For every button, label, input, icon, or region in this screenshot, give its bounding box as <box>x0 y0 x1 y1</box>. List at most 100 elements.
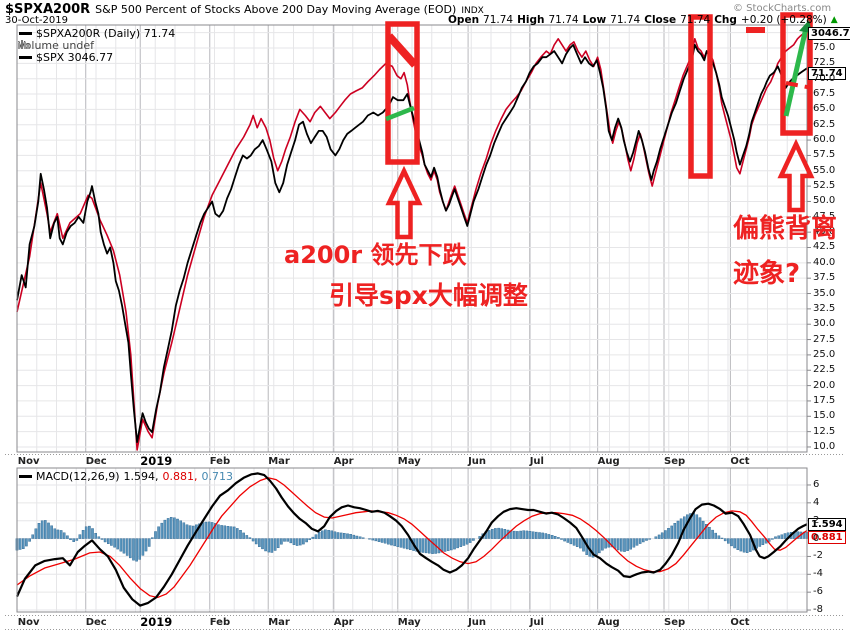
month-label-mar: Mar <box>268 456 290 467</box>
histogram-bar <box>273 538 277 551</box>
histogram-bar <box>110 538 113 546</box>
main-y-tick-label: 10.0 <box>813 440 836 452</box>
histogram-bar <box>182 522 186 539</box>
histogram-bar <box>528 531 532 539</box>
legend-volume[interactable]: Volume undef <box>18 39 94 52</box>
histogram-bar <box>598 538 601 554</box>
histogram-bar <box>144 538 148 552</box>
histogram-bar <box>88 525 91 539</box>
main-y-tick-label: 45.0 <box>813 226 836 238</box>
histogram-bar <box>601 538 604 551</box>
macd-histogram <box>15 512 809 562</box>
annotation-text: 迹象? <box>733 259 801 289</box>
histogram-bar <box>393 538 397 547</box>
histogram-bar <box>22 538 25 549</box>
annotation-up-arrow-icon <box>385 165 423 240</box>
histogram-bar <box>645 538 648 541</box>
histogram-bar <box>59 530 63 539</box>
main-y-tick-label: 60.0 <box>813 134 836 146</box>
histogram-bar <box>368 538 371 540</box>
histogram-bar <box>56 529 60 539</box>
histogram-bar <box>424 538 428 554</box>
histogram-bar <box>626 538 629 551</box>
copyright-label[interactable]: © StockCharts.com <box>733 3 832 14</box>
main-y-tick-label: 35.0 <box>813 287 836 299</box>
month-label-mar: Mar <box>268 617 290 628</box>
legend-spx[interactable]: $SPX 3046.77 <box>19 51 113 64</box>
histogram-bar <box>497 527 500 539</box>
histogram-bar <box>660 532 664 539</box>
histogram-bar <box>91 528 94 539</box>
histogram-bar <box>25 538 28 547</box>
symbol-title[interactable]: $SPXA200R <box>5 2 91 17</box>
histogram-bar <box>336 532 340 539</box>
histogram-bar <box>594 538 598 556</box>
histogram-bar <box>289 538 293 544</box>
histogram-bar <box>720 537 724 539</box>
spx-line-swatch-icon <box>19 56 32 59</box>
histogram-bar <box>97 536 101 539</box>
annotation-green-arrow-line <box>783 27 809 117</box>
month-label-sep: Sep <box>664 617 686 628</box>
histogram-bar <box>371 538 375 541</box>
month-label-sep: Sep <box>664 456 686 467</box>
histogram-bar <box>358 536 362 539</box>
histogram-bar <box>34 528 38 539</box>
histogram-bar <box>204 521 208 539</box>
histogram-bar <box>723 538 727 542</box>
histogram-bar <box>157 526 160 539</box>
histogram-bar <box>698 517 702 539</box>
histogram-bar <box>122 538 126 554</box>
month-label-apr: Apr <box>333 617 354 628</box>
histogram-bar <box>387 538 390 545</box>
main-y-tick-label: 12.5 <box>813 425 836 437</box>
annotation-text: a200r 领先下跌 <box>284 241 467 269</box>
histogram-bar <box>468 538 472 543</box>
main-y-tick-label: 57.5 <box>813 149 836 161</box>
histogram-bar <box>280 538 283 545</box>
histogram-bar <box>245 535 249 539</box>
histogram-bar <box>78 534 82 539</box>
histogram-bar <box>106 538 110 544</box>
histogram-bar <box>547 534 551 539</box>
histogram-bar <box>166 518 170 539</box>
legend-macd[interactable]: MACD(12,26,9) 1.594, 0.881, 0.713 <box>19 470 233 483</box>
month-label-feb: Feb <box>209 456 231 467</box>
macd-y-tick-label: -2 <box>813 550 823 562</box>
histogram-bar <box>714 532 717 539</box>
main-y-tick-label: 65.0 <box>813 103 836 115</box>
histogram-bar <box>239 530 242 539</box>
month-label-aug: Aug <box>597 617 620 628</box>
histogram-bar <box>623 538 626 552</box>
chart-date: 30-Oct-2019 <box>5 15 68 26</box>
month-label-may: May <box>397 617 421 628</box>
histogram-bar <box>185 524 189 539</box>
histogram-bar <box>629 538 632 550</box>
histogram-bar <box>431 538 434 554</box>
histogram-bar <box>544 533 548 539</box>
histogram-bar <box>295 538 299 546</box>
histogram-bar <box>31 534 35 539</box>
histogram-bar <box>440 538 444 553</box>
histogram-bar <box>330 530 334 539</box>
exchange-label: INDX <box>461 6 484 16</box>
histogram-bar <box>235 528 239 539</box>
histogram-bar <box>563 538 566 542</box>
histogram-bar <box>264 538 267 552</box>
histogram-bar <box>591 538 595 558</box>
histogram-bar <box>213 523 217 539</box>
histogram-bar <box>169 517 173 539</box>
histogram-bar <box>749 538 752 552</box>
histogram-bar <box>777 535 780 539</box>
macd-y-tick-label: 2 <box>813 514 820 526</box>
legend-spxa200r[interactable]: $SPXA200R (Daily) 71.74 <box>19 27 175 40</box>
histogram-bar <box>223 525 227 539</box>
histogram-bar <box>437 538 441 554</box>
histogram-bar <box>258 538 261 547</box>
histogram-bar <box>160 522 164 539</box>
histogram-bar <box>138 538 142 560</box>
annotation-green-line <box>385 105 415 122</box>
histogram-bar <box>450 538 453 551</box>
histogram-bar <box>270 538 274 553</box>
